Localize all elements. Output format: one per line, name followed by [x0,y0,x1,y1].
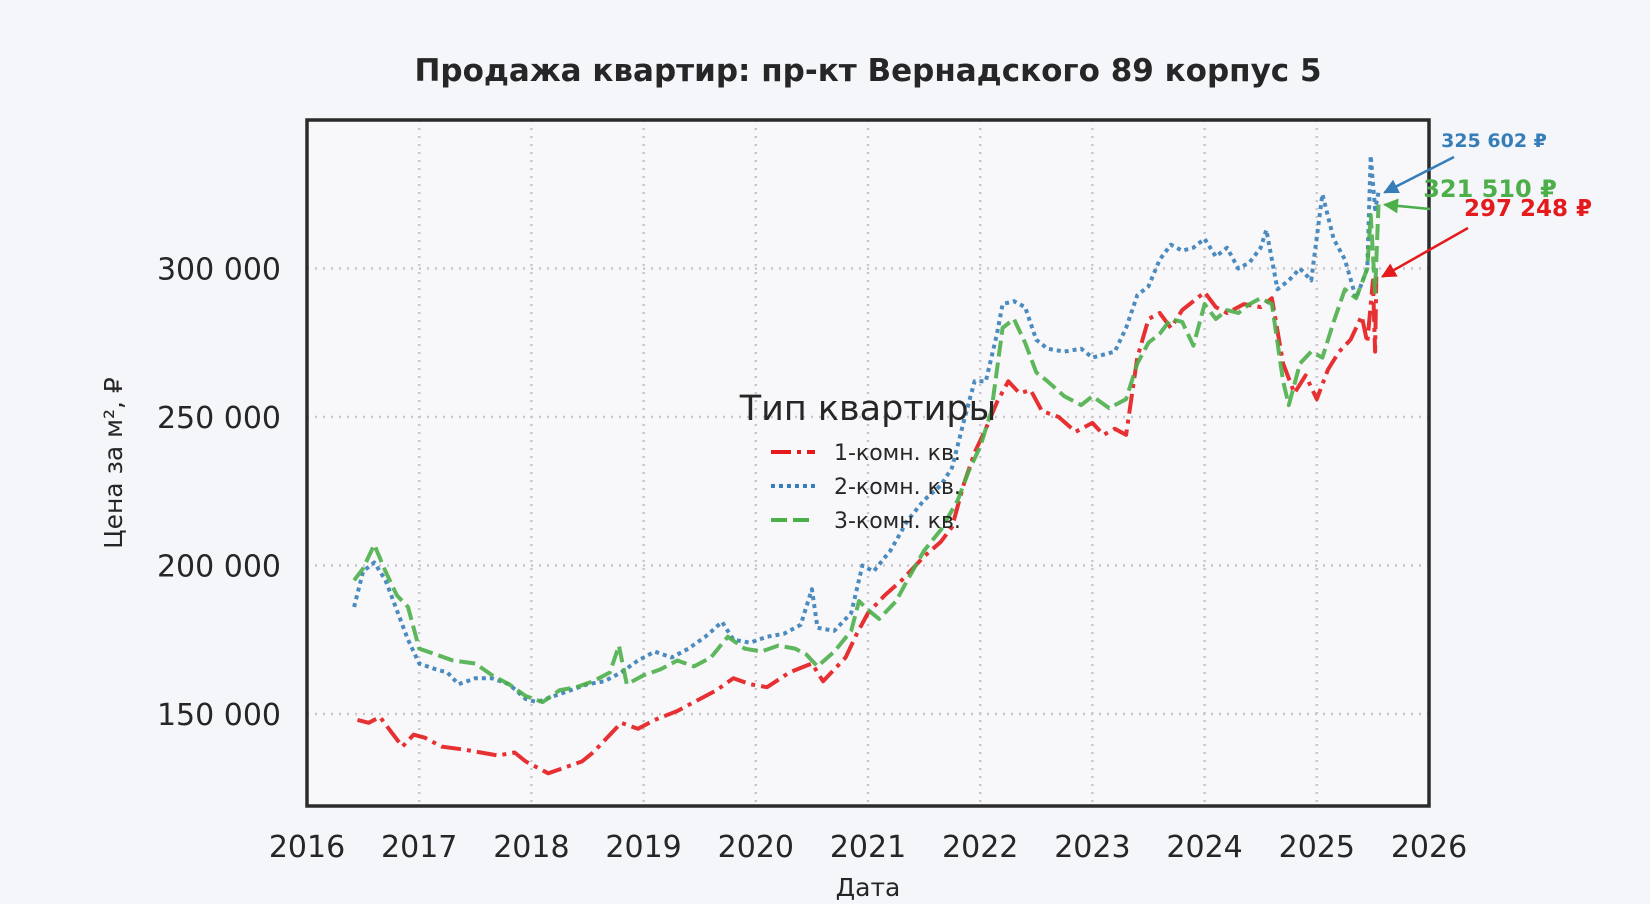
end-arrow-2 [1383,155,1455,194]
x-tick-label: 2018 [493,830,569,865]
end-value-label-2: 325 602 ₽ [1441,130,1547,152]
legend-label-1: 1-комн. кв. [834,441,961,466]
chart-title: Продажа квартир: пр-кт Вернадского 89 ко… [414,53,1321,89]
series-line-2 [352,153,1381,705]
y-tick-label: 200 000 [157,549,281,584]
end-arrow-1 [1380,226,1469,278]
x-tick-label: 2025 [1279,830,1355,865]
x-tick-label: 2021 [830,830,906,865]
grid-lines [305,120,1431,806]
plot-frame [305,118,1431,808]
series-line-3 [352,204,1381,705]
legend-title: Тип квартиры [739,389,997,429]
y-tick-label: 150 000 [157,698,281,733]
legend-label-3: 3-комн. кв. [834,509,961,534]
legend-label-2: 2-комн. кв. [834,475,961,500]
x-tick-label: 2023 [1054,830,1130,865]
x-tick-label: 2020 [718,830,794,865]
x-tick-label: 2022 [942,830,1018,865]
x-tick-label: 2017 [381,830,457,865]
y-axis: 150 000 200 000 250 000 300 000 [157,252,281,732]
series-layer [352,153,1381,776]
legend: Тип квартиры 1-комн. кв. 2-комн. кв. 3-ком… [739,389,997,534]
x-axis-label: Дата [836,873,901,900]
plot-area [307,120,1429,806]
x-tick-label: 2019 [605,830,681,865]
series-line-1 [356,276,1379,776]
x-axis: 2016 2017 2018 2019 2020 2021 2022 2023 2024 2025… [269,830,1467,865]
x-tick-label: 2024 [1166,830,1242,865]
x-tick-label: 2026 [1391,830,1467,865]
end-labels: 297 248 ₽ 325 602 ₽ 321 510 ₽ [1380,130,1592,278]
end-value-label-1: 297 248 ₽ [1464,196,1592,222]
y-tick-label: 250 000 [157,401,281,436]
end-value-label-3: 321 510 ₽ [1423,175,1557,203]
end-arrow-3 [1383,198,1431,214]
y-tick-label: 300 000 [157,252,281,287]
x-tick-label: 2016 [269,830,345,865]
y-axis-label: Цена за м², ₽ [99,377,128,549]
